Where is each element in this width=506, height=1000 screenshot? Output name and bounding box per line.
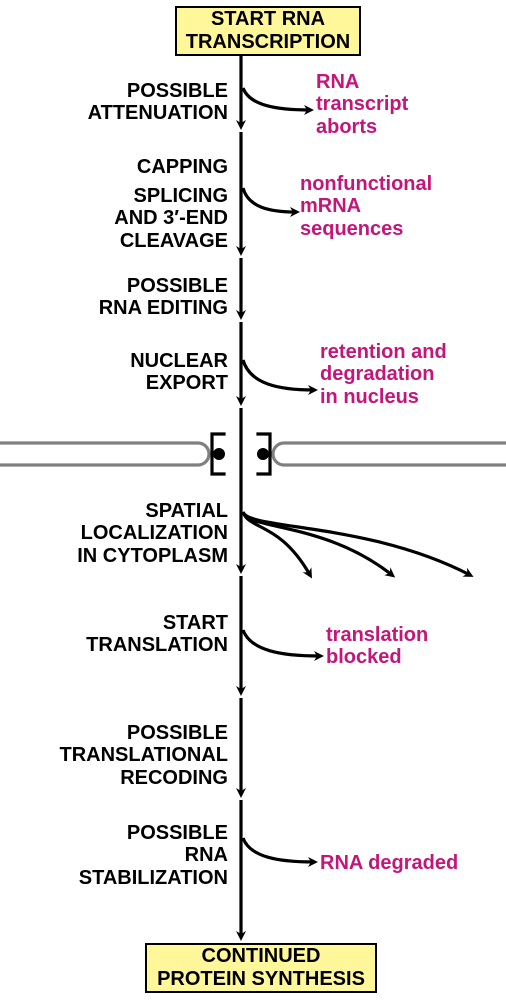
end-line2: PROTEIN SYNTHESIS <box>157 968 365 991</box>
end-line1: CONTINUED <box>202 945 321 968</box>
step-spatial: SPATIALLOCALIZATIONIN CYTOPLASM <box>77 500 228 567</box>
note-blocked: translationblocked <box>326 624 428 669</box>
note-retention: retention anddegradationin nucleus <box>320 341 447 408</box>
step-attenuation: POSSIBLEATTENUATION <box>88 80 228 125</box>
start-line1: START RNA <box>211 8 325 31</box>
step-editing: POSSIBLERNA EDITING <box>99 275 228 320</box>
step-stabilization: POSSIBLERNASTABILIZATION <box>79 822 228 889</box>
step-splicing: SPLICINGAND 3′-ENDCLEAVAGE <box>114 185 228 252</box>
step-starttrans: STARTTRANSLATION <box>86 612 228 657</box>
step-export: NUCLEAREXPORT <box>130 350 228 395</box>
step-recoding: POSSIBLETRANSLATIONALRECODING <box>60 722 229 789</box>
start-box: START RNA TRANSCRIPTION <box>175 6 361 56</box>
step-capping: CAPPING <box>137 156 228 178</box>
note-nonfunctional: nonfunctionalmRNAsequences <box>300 173 432 240</box>
fan-arrows <box>243 512 470 575</box>
note-aborts: RNAtranscriptaborts <box>316 71 408 138</box>
note-degraded: RNA degraded <box>320 852 458 874</box>
end-box: CONTINUED PROTEIN SYNTHESIS <box>145 943 377 993</box>
nuclear-pore <box>212 434 270 474</box>
start-line2: TRANSCRIPTION <box>186 31 350 54</box>
diagram-svg <box>0 0 506 1000</box>
nuclear-membrane <box>0 443 506 465</box>
